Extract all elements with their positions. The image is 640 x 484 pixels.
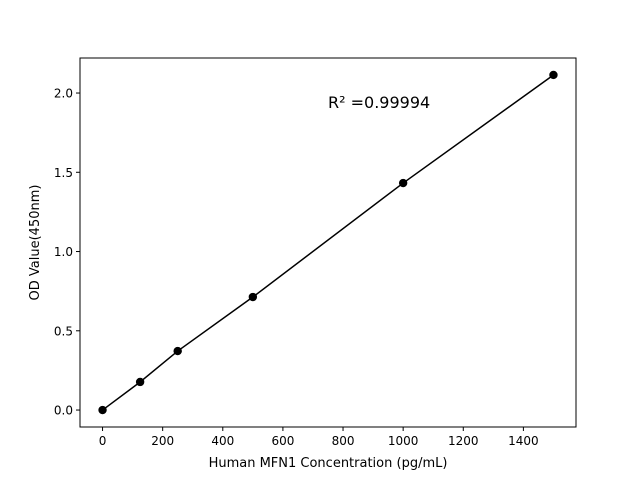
y-tick-label: 0.5 xyxy=(54,324,73,338)
data-point xyxy=(549,70,558,80)
x-tick-label: 1400 xyxy=(508,434,539,448)
x-tick-label: 200 xyxy=(151,434,174,448)
data-point xyxy=(248,292,258,302)
y-tick-label: 2.0 xyxy=(54,87,73,101)
x-tick-label: 1200 xyxy=(448,434,479,448)
series-line xyxy=(102,74,554,411)
y-tick-label: 1.0 xyxy=(54,245,73,259)
x-tick-label: 800 xyxy=(332,434,355,448)
x-tick-label: 600 xyxy=(271,434,294,448)
y-axis-label: OD Value(450nm) xyxy=(28,185,43,301)
x-tick-label: 0 xyxy=(99,434,107,448)
x-tick-label: 400 xyxy=(211,434,234,448)
r-squared-annotation: R² =0.99994 xyxy=(328,93,430,112)
data-point xyxy=(135,377,145,387)
x-axis-label: Human MFN1 Concentration (pg/mL) xyxy=(209,456,448,471)
data-point xyxy=(98,405,107,415)
data-point xyxy=(173,346,182,356)
plot-frame xyxy=(79,57,577,428)
data-point xyxy=(398,178,408,188)
y-tick-label: 1.5 xyxy=(54,166,73,180)
y-tick-label: 0.0 xyxy=(54,404,73,418)
x-tick-label: 1000 xyxy=(388,434,419,448)
